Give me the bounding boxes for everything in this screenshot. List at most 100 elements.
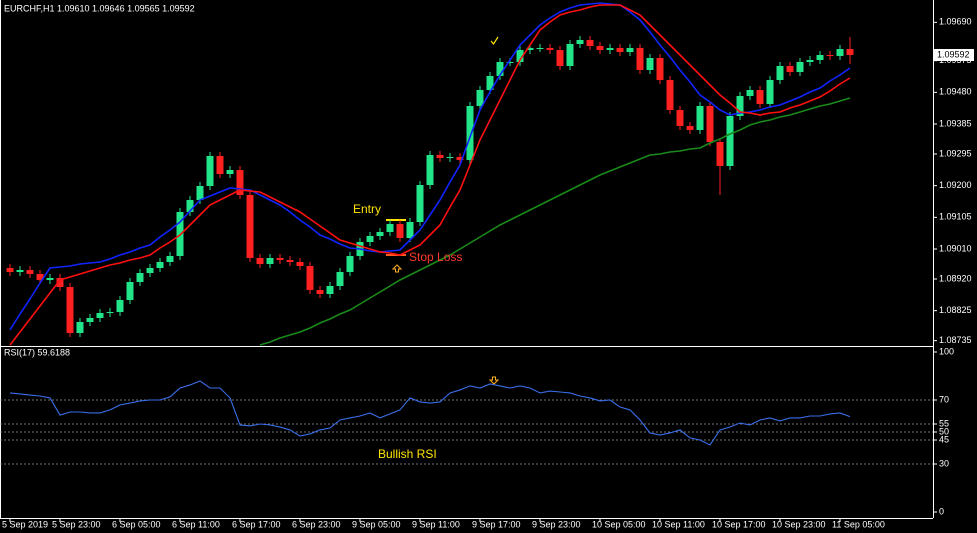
x-tick-label: 11 Sep 05:00 xyxy=(832,519,885,529)
y-tick-label: 30 xyxy=(939,458,949,468)
moving-average-line xyxy=(9,4,851,346)
candle-body xyxy=(156,262,164,268)
candle-body xyxy=(676,110,684,126)
candle-body xyxy=(556,50,564,66)
x-tick-label: 10 Sep 17:00 xyxy=(712,519,766,529)
candle-body xyxy=(316,290,324,294)
x-tick-label: 9 Sep 05:00 xyxy=(352,519,401,529)
candle-body xyxy=(616,48,624,52)
candle-body xyxy=(726,116,734,166)
candle-body xyxy=(436,155,444,158)
x-tick-label: 5 Sep 2019 xyxy=(2,519,48,529)
rsi-line xyxy=(9,380,851,446)
candle-body xyxy=(186,200,194,212)
candle-body xyxy=(686,126,694,130)
candle-body xyxy=(236,170,244,195)
candle-body xyxy=(766,80,774,104)
candle-body xyxy=(636,48,644,70)
candle-body xyxy=(296,262,304,266)
candles xyxy=(6,36,854,337)
x-tick-label: 9 Sep 23:00 xyxy=(532,519,581,529)
candle-body xyxy=(416,185,424,222)
candle-body xyxy=(26,270,34,274)
candle-body xyxy=(666,80,674,110)
moving-average-line xyxy=(259,97,851,346)
candle-body xyxy=(146,268,154,273)
candle-body xyxy=(696,106,704,130)
candle-body xyxy=(216,156,224,174)
y-tick-label: 1.09385 xyxy=(939,118,972,128)
candle-body xyxy=(6,268,14,272)
candle-body xyxy=(206,156,214,186)
candle-body xyxy=(306,266,314,290)
x-tick-label: 6 Sep 17:00 xyxy=(232,519,281,529)
stop-loss-annotation: Stop Loss xyxy=(409,250,462,264)
y-tick-label: 1.08920 xyxy=(939,273,972,283)
candle-body xyxy=(56,278,64,287)
candle-body xyxy=(496,62,504,76)
candle-body xyxy=(386,224,394,232)
candle-body xyxy=(796,62,804,72)
candle-body xyxy=(826,55,834,56)
candle-body xyxy=(246,195,254,258)
y-tick-label: 1.09200 xyxy=(939,180,972,190)
candle-body xyxy=(536,48,544,49)
candle-body xyxy=(746,90,754,96)
candle-body xyxy=(336,272,344,286)
candle-body xyxy=(36,274,44,280)
y-tick-label: 50 xyxy=(939,426,949,436)
candle-body xyxy=(716,142,724,166)
candle-body xyxy=(126,282,134,300)
y-tick-label: 1.09690 xyxy=(939,17,972,27)
y-tick-label: 0 xyxy=(939,506,944,516)
y-tick-label: 1.09295 xyxy=(939,148,972,158)
candle-body xyxy=(86,318,94,322)
x-tick-label: 10 Sep 05:00 xyxy=(592,519,646,529)
candle-body xyxy=(406,222,414,238)
candle-body xyxy=(596,46,604,50)
x-tick-label: 6 Sep 23:00 xyxy=(292,519,341,529)
candle-body xyxy=(196,186,204,200)
candle-body xyxy=(456,157,464,160)
candle-body xyxy=(266,258,274,264)
y-tick-label: 1.08735 xyxy=(939,335,972,345)
rsi-annotation: Bullish RSI xyxy=(378,447,437,461)
candle-body xyxy=(626,48,634,52)
candle-body xyxy=(706,106,714,142)
candle-body xyxy=(226,170,234,174)
x-tick-label: 6 Sep 11:00 xyxy=(172,519,220,529)
candle-body xyxy=(586,40,594,46)
candle-body xyxy=(346,256,354,272)
candle-body xyxy=(606,48,614,50)
y-tick-label: 100 xyxy=(939,346,954,356)
current-price-box xyxy=(934,49,974,61)
candle-body xyxy=(816,55,824,60)
candle-body xyxy=(646,58,654,70)
y-tick-label: 1.08825 xyxy=(939,305,972,315)
candle-body xyxy=(846,49,854,55)
candle-body xyxy=(576,40,584,44)
candle-body xyxy=(396,224,404,238)
candle-body xyxy=(526,48,534,50)
y-tick-label: 1.09010 xyxy=(939,243,972,253)
candle-body xyxy=(106,312,114,313)
x-tick-label: 10 Sep 23:00 xyxy=(772,519,826,529)
candle-body xyxy=(286,260,294,262)
candle-body xyxy=(366,236,374,242)
x-tick-label: 9 Sep 17:00 xyxy=(472,519,521,529)
candle-body xyxy=(486,76,494,90)
candle-body xyxy=(136,273,144,282)
candle-body xyxy=(566,44,574,66)
candle-body xyxy=(46,278,54,280)
candle-body xyxy=(96,313,104,318)
candle-body xyxy=(476,90,484,106)
candle-body xyxy=(256,258,264,264)
y-tick-label: 55 xyxy=(939,418,949,428)
candle-body xyxy=(806,60,814,62)
candle-body xyxy=(376,232,384,236)
candle-body xyxy=(516,50,524,62)
candle-body xyxy=(426,155,434,185)
candle-body xyxy=(76,322,84,333)
